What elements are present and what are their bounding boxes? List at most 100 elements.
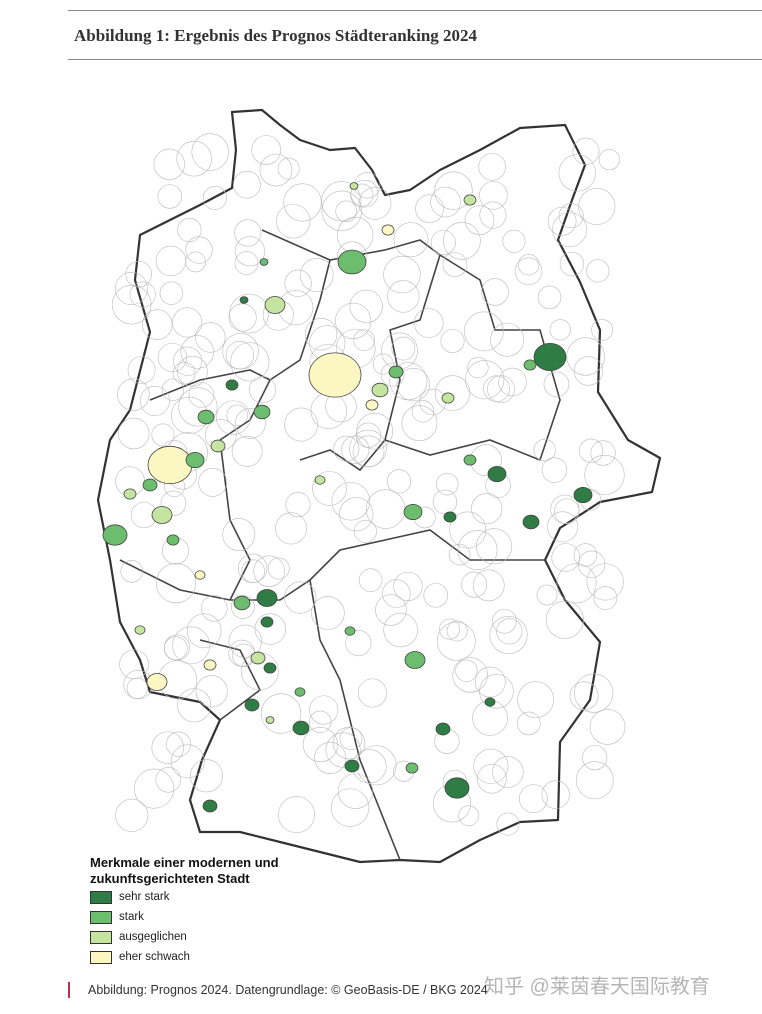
district-border (284, 581, 317, 614)
district-border (584, 454, 625, 496)
district-border (517, 254, 540, 276)
city-stark (197, 409, 215, 425)
district-border (216, 400, 251, 435)
district-border (225, 340, 254, 370)
district-border (593, 586, 618, 610)
district-border (452, 657, 488, 693)
district-border (120, 560, 144, 583)
district-border (159, 281, 183, 305)
district-border (516, 711, 541, 736)
district-border (155, 563, 197, 604)
district-border (436, 621, 476, 661)
district-border (490, 322, 525, 357)
district-border (160, 490, 187, 517)
district-border (458, 805, 480, 827)
district-border (386, 469, 412, 494)
district-border (230, 595, 255, 619)
district-border (178, 387, 218, 427)
city-sehr-stark (435, 722, 451, 736)
city-sehr-stark (292, 720, 310, 736)
city-ausgeglichen (349, 182, 359, 190)
city-sehr-stark (443, 511, 457, 523)
district-border (284, 269, 312, 297)
district-border (234, 236, 265, 267)
district-border (341, 435, 370, 464)
district-border (275, 512, 308, 545)
district-border (358, 186, 392, 220)
district-border (575, 761, 614, 800)
district-border (545, 600, 584, 639)
figure-title: Abbildung 1: Ergebnis des Prognos Städte… (74, 26, 478, 45)
city-ausgeglichen (264, 296, 286, 314)
district-border (284, 407, 319, 442)
district-border (533, 438, 556, 462)
city-sehr-stark (260, 616, 274, 628)
top-rule (68, 10, 762, 11)
district-border (489, 615, 528, 655)
district-border (222, 518, 256, 552)
district-border (558, 154, 596, 192)
legend-label: ausgeglichen (119, 931, 187, 943)
city-stark (463, 454, 477, 466)
city-stark (404, 651, 426, 669)
city-ausgeglichen (265, 716, 275, 724)
district-border (455, 659, 478, 682)
district-border (559, 251, 585, 277)
district-border (414, 308, 444, 338)
district-border (111, 284, 152, 325)
district-border (278, 796, 315, 834)
district-border (556, 563, 597, 604)
district-border (234, 407, 266, 439)
district-border (311, 596, 345, 630)
district-border (387, 280, 420, 313)
city-stark (294, 687, 306, 697)
district-border (502, 229, 526, 253)
district-border (496, 812, 520, 836)
district-border (299, 258, 334, 292)
district-border (345, 630, 372, 657)
district-border (127, 356, 156, 384)
district-border (277, 157, 300, 180)
city-sehr-stark (487, 465, 507, 483)
germany-outline (96, 108, 662, 864)
district-border (176, 140, 212, 177)
city-sehr-stark (225, 379, 239, 391)
district-border (180, 335, 215, 369)
district-border (202, 186, 227, 210)
district-border (382, 579, 411, 608)
district-border (304, 317, 338, 351)
legend-title: Merkmale einer modernen und zukunftsgeri… (90, 855, 279, 886)
district-border (519, 784, 548, 813)
city-sehr-stark (202, 799, 218, 813)
district-border (330, 788, 370, 827)
district-border (157, 184, 182, 209)
city-sehr-stark (239, 296, 249, 304)
district-border (254, 613, 286, 645)
district-border (141, 309, 173, 340)
district-border (589, 709, 626, 745)
district-border (200, 595, 228, 622)
district-border (375, 594, 407, 626)
city-eher-schwach (365, 399, 379, 411)
district-border (285, 492, 311, 518)
district-border (430, 229, 456, 256)
district-border (517, 681, 554, 718)
district-border (129, 281, 156, 308)
legend-label: sehr stark (119, 891, 170, 903)
city-stark (253, 404, 271, 420)
district-border (467, 356, 489, 379)
district-border (478, 153, 506, 181)
district-border (479, 674, 514, 709)
district-border (442, 252, 468, 277)
district-border (352, 435, 385, 468)
city-stark (403, 503, 423, 521)
legend-swatch (90, 910, 112, 924)
state-borders (119, 229, 561, 861)
district-border (260, 693, 302, 734)
district-border (383, 612, 418, 648)
district-border (578, 187, 616, 225)
district-border (139, 385, 170, 416)
district-border (558, 203, 584, 229)
city-stark (102, 524, 128, 546)
